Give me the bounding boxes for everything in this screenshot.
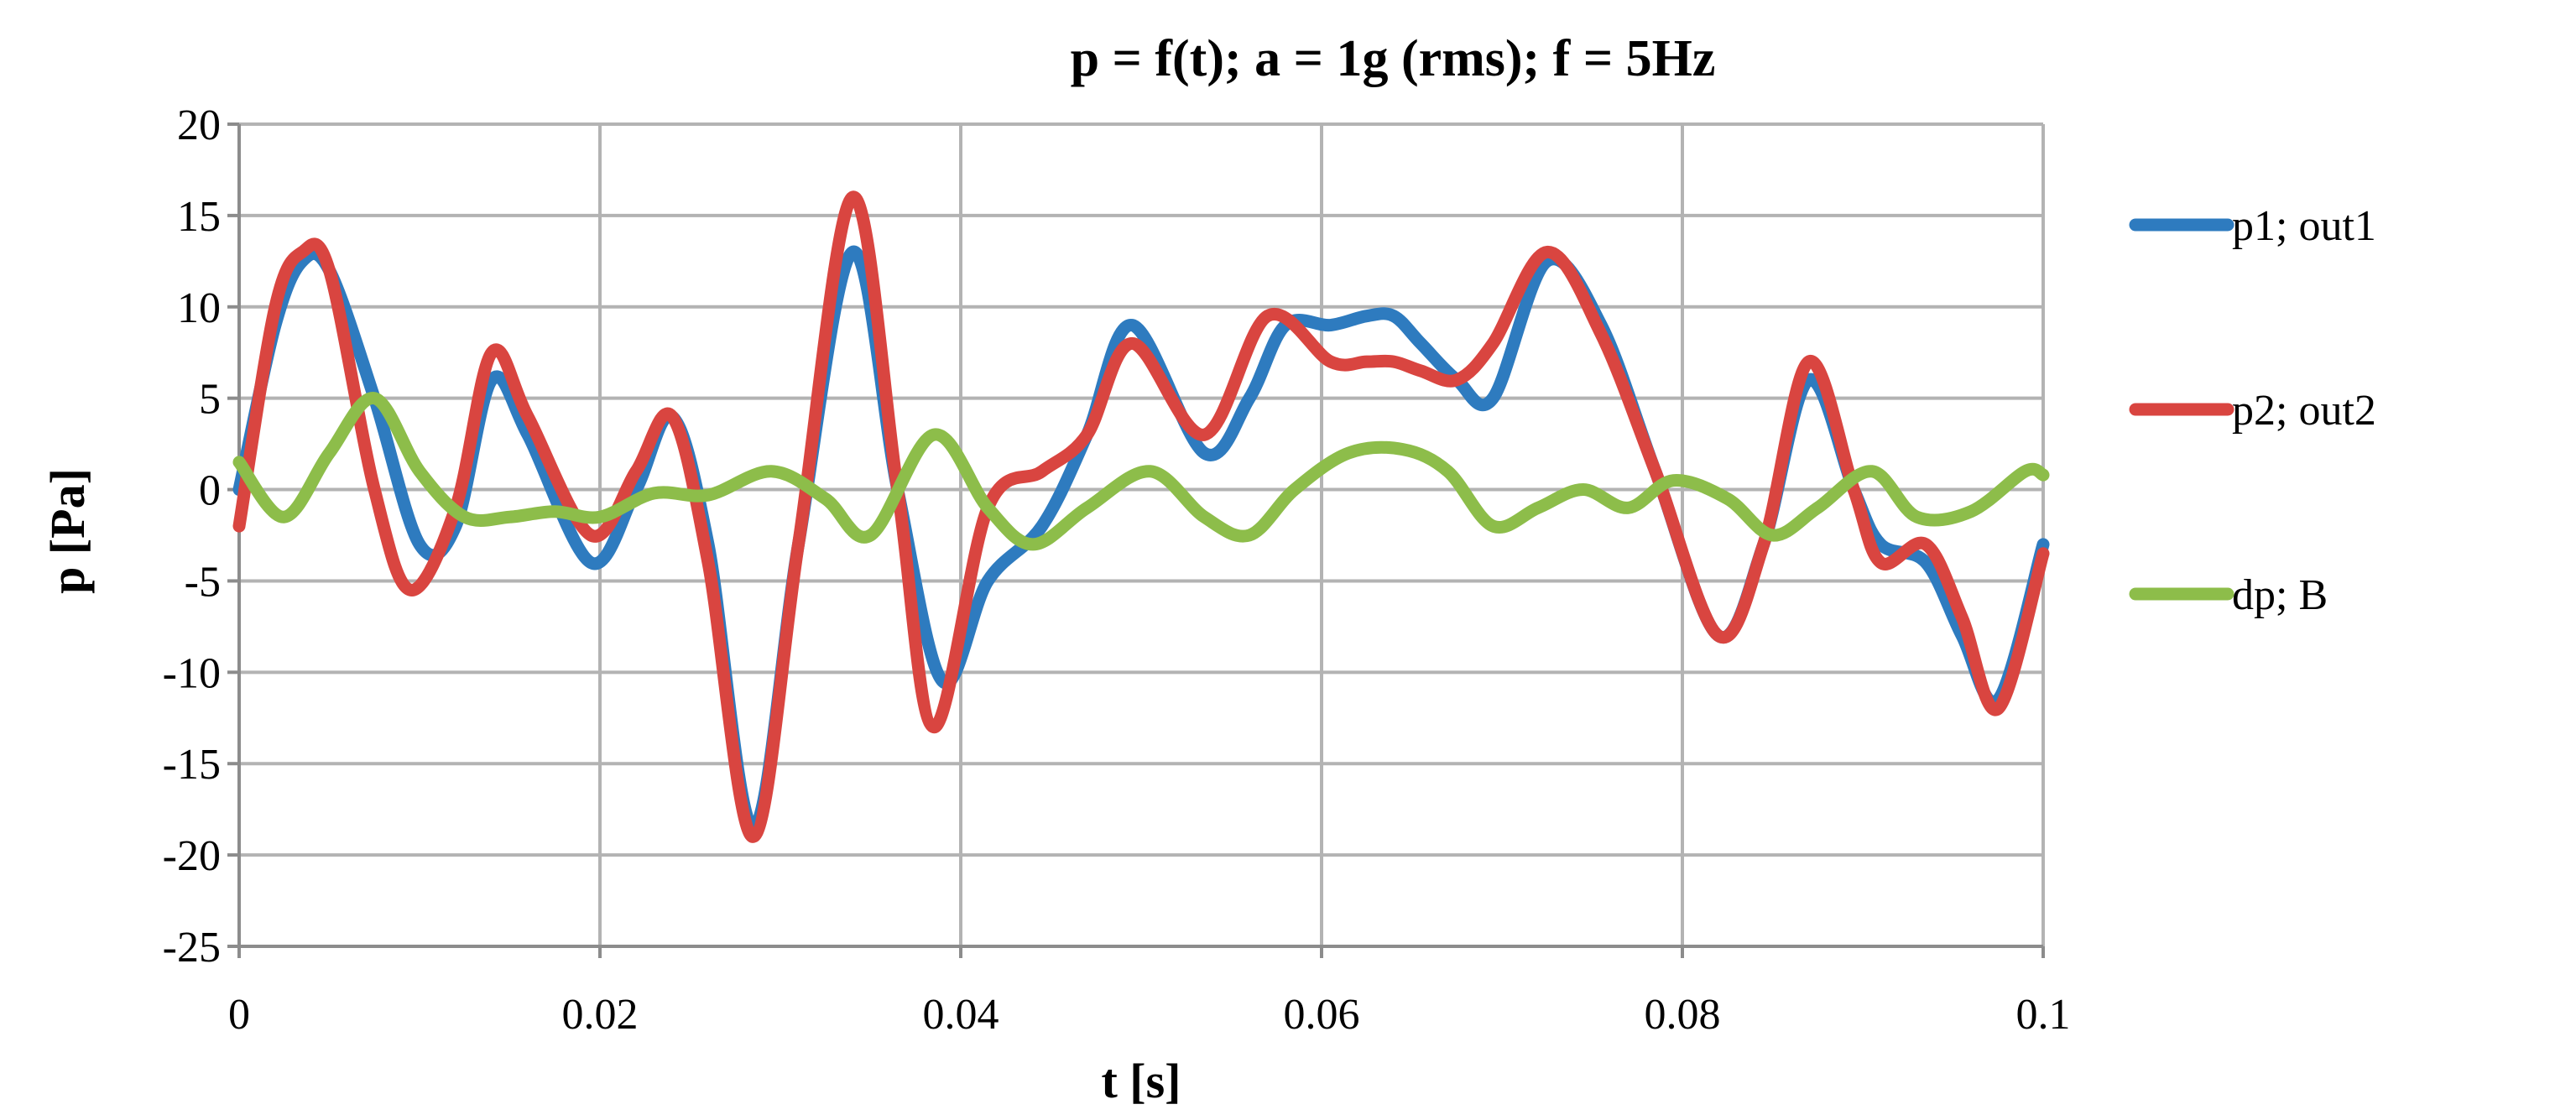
y-tick-label: -5	[185, 558, 221, 606]
y-tick-label: -20	[163, 832, 221, 880]
y-axis-label: p [Pa]	[40, 468, 95, 594]
x-axis-label: t [s]	[1101, 1054, 1181, 1108]
series-line-p2-out2	[232, 190, 2050, 843]
y-tick-label: 15	[177, 193, 221, 241]
y-tick-label: 10	[177, 284, 221, 332]
y-tick-label: -25	[163, 924, 221, 972]
series-line-dp-b	[232, 392, 2050, 551]
tick-labels: -25 -20 -15 -10 -5 0 5 10 15 20 0 0.02 0.04 0.06 0.08 0…	[163, 102, 2071, 1039]
axes	[227, 122, 2045, 958]
y-tick-label: -15	[163, 741, 221, 789]
x-tick-label: 0.1	[2016, 991, 2071, 1039]
legend-item-p1-out1: p1; out1	[2232, 202, 2376, 250]
x-tick-label: 0.08	[1645, 991, 1721, 1039]
x-tick-label: 0.02	[562, 991, 639, 1039]
y-tick-label: 5	[199, 376, 221, 424]
chart-title: p = f(t); a = 1g (rms); f = 5Hz	[1071, 30, 1716, 87]
legend: p1; out1 p2; out2 dp; B	[2129, 202, 2376, 619]
x-tick-label: 0.04	[923, 991, 999, 1039]
series-lines	[232, 190, 2050, 843]
y-tick-label: 20	[177, 102, 221, 149]
x-tick-label: 0.06	[1284, 991, 1360, 1039]
y-tick-label: 0	[199, 467, 221, 515]
y-tick-label: -10	[163, 649, 221, 697]
x-tick-label: 0	[228, 991, 250, 1039]
legend-item-p2-out2: p2; out2	[2232, 387, 2376, 435]
legend-item-dp-b: dp; B	[2232, 571, 2328, 619]
